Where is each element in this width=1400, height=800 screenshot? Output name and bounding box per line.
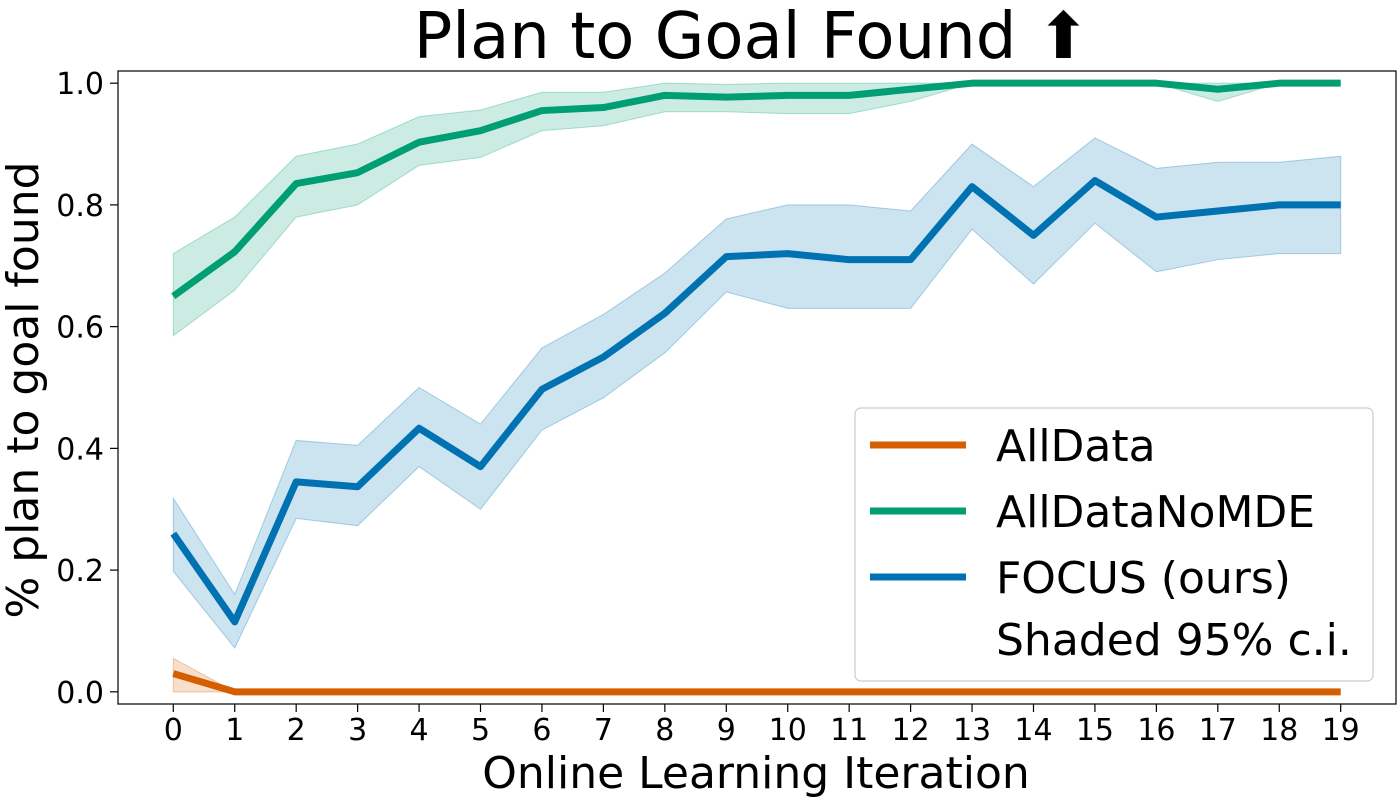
x-tick-label: 3 [348, 713, 367, 748]
x-tick-label: 8 [655, 713, 674, 748]
y-tick-label: 0.6 [56, 311, 104, 346]
x-tick-label: 9 [717, 713, 736, 748]
legend-note: Shaded 95% c.i. [996, 615, 1352, 666]
x-tick-label: 6 [532, 713, 551, 748]
legend-box [854, 407, 1374, 682]
y-tick-label: 1.0 [56, 67, 104, 102]
x-tick-label: 0 [164, 713, 183, 748]
x-axis-ticks: 0 1 2 3 4 5 6 7 8 9 10 11 12 13 14 15 16 17 18 19 [164, 704, 1360, 748]
x-tick-label: 12 [892, 713, 930, 748]
series-lines [170, 79, 1341, 696]
legend-label-focus-ours: FOCUS (ours) [996, 553, 1291, 604]
y-tick-label: 0.8 [56, 189, 104, 224]
y-tick-label: 0.4 [56, 432, 104, 467]
x-tick-label: 4 [410, 713, 429, 748]
x-tick-label: 2 [287, 713, 306, 748]
legend-label-alldatanomde: AllDataNoMDE [996, 487, 1315, 538]
x-tick-label: 5 [471, 713, 490, 748]
y-axis-ticks: 0.0 0.2 0.4 0.6 0.8 1.0 [56, 67, 118, 711]
x-tick-label: 7 [594, 713, 613, 748]
legend: AllData AllDataNoMDE FOCUS (ours) Shaded 9… [854, 407, 1374, 682]
y-axis-label: % plan to goal found [0, 161, 49, 618]
y-tick-label: 0.2 [56, 554, 104, 589]
x-tick-label: 10 [769, 713, 807, 748]
x-tick-label: 13 [953, 713, 991, 748]
chart-title: Plan to Goal Found ⬆ [414, 0, 1091, 74]
x-tick-label: 1 [225, 713, 244, 748]
series-line-alldatanomde [171, 79, 1341, 300]
legend-label-alldata: AllData [996, 421, 1156, 472]
x-tick-label: 14 [1014, 713, 1052, 748]
y-tick-label: 0.0 [56, 676, 104, 711]
x-axis-label: Online Learning Iteration [482, 748, 1030, 799]
x-tick-label: 18 [1260, 713, 1298, 748]
x-tick-label: 17 [1199, 713, 1237, 748]
x-tick-label: 15 [1076, 713, 1114, 748]
x-tick-label: 19 [1322, 713, 1360, 748]
x-tick-label: 16 [1137, 713, 1175, 748]
plot-frame [117, 70, 1397, 705]
ci-band-focus-ours [172, 137, 1342, 649]
series-line-alldata [172, 670, 1341, 696]
x-tick-label: 11 [830, 713, 868, 748]
legend-items: AllData AllDataNoMDE FOCUS (ours) [870, 421, 1315, 604]
series-line-focus-ours [170, 177, 1341, 626]
